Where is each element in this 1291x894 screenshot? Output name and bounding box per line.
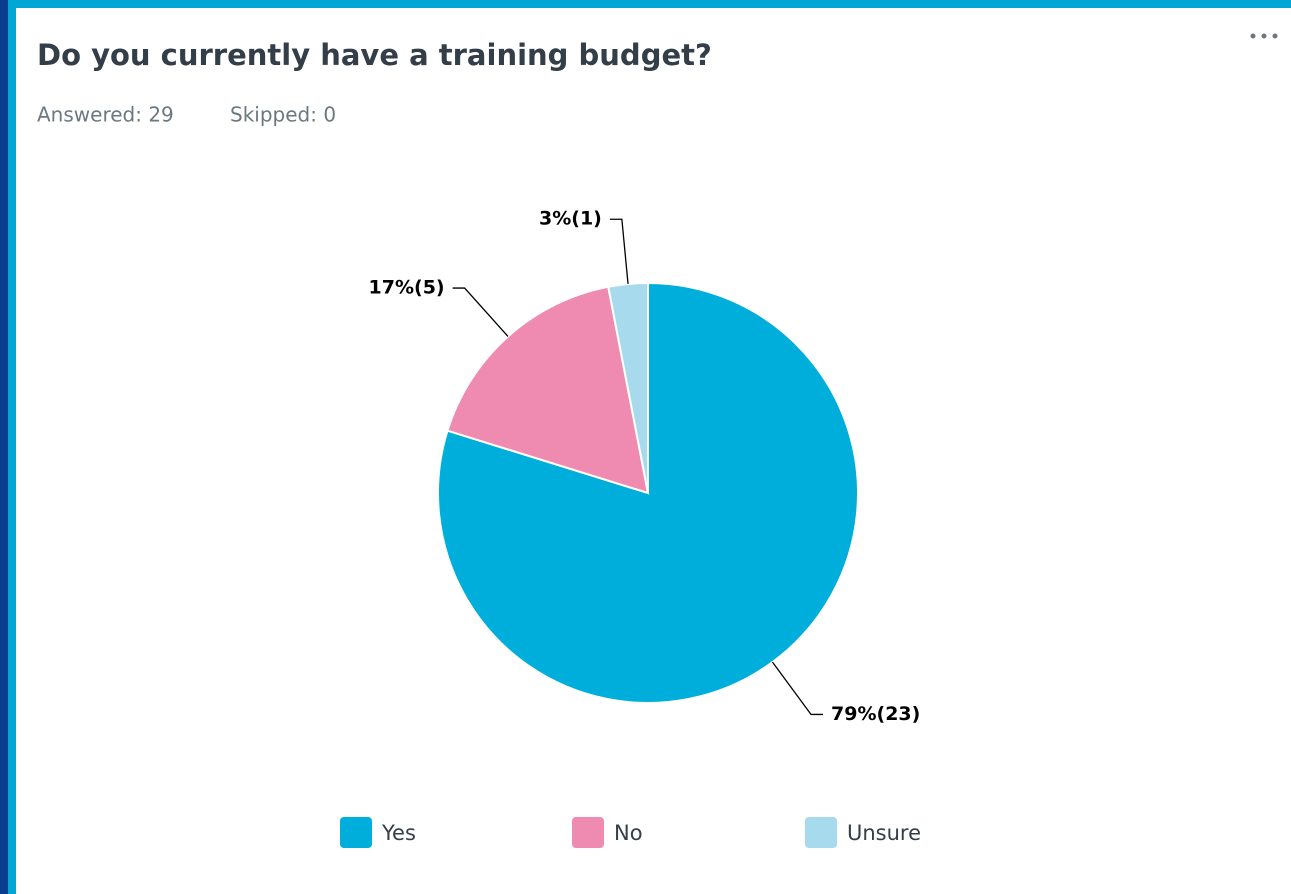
leader-line xyxy=(452,287,509,337)
pie-slice xyxy=(446,285,650,495)
leader-line xyxy=(609,218,629,285)
data-label: 17%(5) xyxy=(369,277,445,299)
chart-title: Do you currently have a training budget? xyxy=(37,38,712,72)
legend-swatch xyxy=(572,817,604,848)
more-menu[interactable] xyxy=(1250,33,1278,39)
legend-label: No xyxy=(614,821,643,845)
data-label: 3%(1) xyxy=(539,208,602,230)
legend-label: Yes xyxy=(381,821,416,845)
answered-count: Answered: 29 xyxy=(37,103,174,127)
legend-label: Unsure xyxy=(847,821,921,845)
legend-swatch xyxy=(340,817,372,848)
skipped-count: Skipped: 0 xyxy=(230,103,336,127)
legend-swatch xyxy=(805,817,837,848)
leader-line xyxy=(771,661,824,716)
data-label: 79%(23) xyxy=(831,703,920,725)
